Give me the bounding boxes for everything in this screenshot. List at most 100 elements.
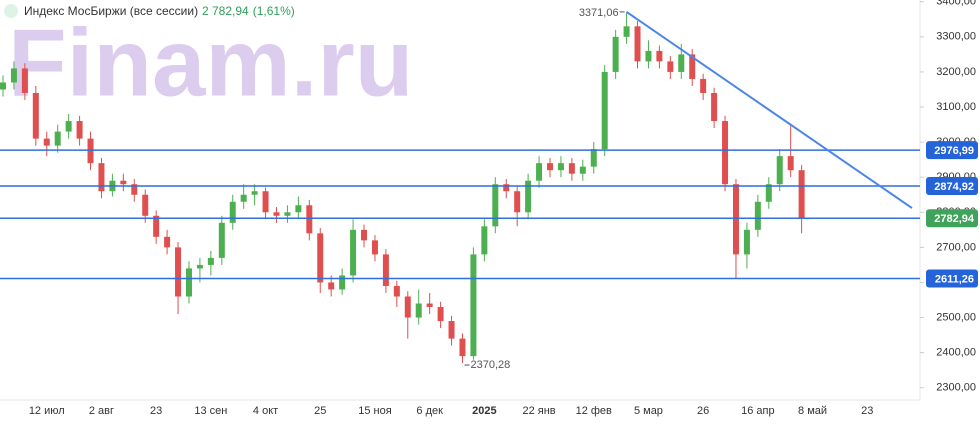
y-tick-label: 3100,00: [936, 101, 976, 113]
candle-body: [776, 156, 783, 185]
candle-body: [10, 68, 17, 83]
x-tick-label: 2 авг: [89, 405, 114, 417]
candle-body: [382, 254, 389, 286]
level-badge: [926, 141, 978, 160]
candle-body: [557, 163, 564, 171]
trend-line: [626, 11, 913, 209]
candle-body: [251, 191, 258, 195]
candle-body: [722, 121, 729, 185]
candle-body: [547, 163, 553, 171]
x-tick-label: 16 апр: [741, 405, 774, 417]
low-annotation: 2370,28: [470, 359, 510, 371]
y-tick-label: 3400,00: [936, 0, 976, 8]
candle-body: [98, 163, 105, 192]
candle-body: [361, 229, 368, 241]
candle-body: [371, 240, 378, 255]
candle-body: [492, 184, 499, 227]
candle-body: [153, 215, 160, 237]
candle-body: [426, 303, 433, 308]
candle-body: [503, 184, 510, 192]
candle-body: [656, 50, 663, 62]
x-tick-label: 23: [861, 405, 873, 417]
x-tick-label: 25: [314, 405, 326, 417]
x-tick-label: 4 окт: [253, 405, 278, 417]
candle-body: [634, 26, 641, 62]
level-label: 2874,92: [934, 181, 974, 193]
high-annotation: 3371,06: [579, 7, 619, 19]
candle-body: [678, 54, 685, 72]
x-tick-label: 26: [697, 405, 709, 417]
candle-body: [689, 54, 696, 79]
level-badge: [926, 209, 978, 228]
y-tick-label: 2500,00: [936, 311, 976, 323]
candle-body: [525, 180, 532, 213]
candle-body: [317, 233, 324, 283]
candle-body: [590, 149, 597, 167]
candle-body: [207, 257, 214, 265]
candle-body: [65, 121, 72, 132]
candle-body: [131, 184, 138, 195]
header-title: Индекс МосБиржи (все сессии): [24, 4, 198, 18]
candle-body: [306, 205, 313, 234]
x-tick-label: 5 мар: [634, 405, 663, 417]
candle-body: [459, 338, 466, 357]
index-icon: [4, 4, 18, 18]
candle-body: [568, 163, 575, 174]
x-tick-label: 12 июл: [29, 405, 65, 417]
candle-body: [645, 50, 652, 62]
level-label: 2611,26: [935, 273, 974, 285]
candle-body: [229, 201, 236, 223]
x-tick-label: 2025: [472, 405, 496, 417]
x-tick-label: 13 сен: [194, 405, 227, 417]
candle-body: [328, 282, 335, 290]
candle-body: [21, 68, 28, 93]
candle-body: [798, 170, 805, 219]
candle-body: [711, 92, 718, 122]
candle-body: [284, 212, 291, 216]
candle-body: [142, 194, 149, 216]
candle-body: [164, 236, 171, 248]
candle-body: [623, 26, 630, 37]
candle-body: [43, 138, 50, 146]
candle-body: [240, 194, 247, 202]
level-label: 2976,99: [934, 145, 974, 157]
candle-body: [765, 184, 772, 202]
candle-body: [54, 131, 61, 146]
y-tick-label: 2300,00: [936, 382, 976, 394]
watermark: Finam.ru: [8, 9, 413, 116]
candle-body: [601, 71, 608, 150]
level-label: 2782,94: [934, 213, 975, 225]
candle-body: [667, 61, 674, 72]
candle-body: [339, 275, 346, 290]
candle-body: [732, 184, 739, 255]
candle-body: [743, 229, 750, 255]
candle-body: [32, 92, 39, 139]
candle-body: [185, 268, 192, 297]
x-tick-label: 8 май: [798, 405, 827, 417]
level-badge: [926, 269, 978, 288]
candle-body: [196, 264, 203, 269]
candle-body: [218, 222, 225, 258]
x-tick-label: 15 ноя: [358, 405, 391, 417]
candle-body: [448, 321, 455, 339]
y-tick-label: 3300,00: [936, 31, 976, 43]
candle-body: [700, 78, 707, 93]
candle-body: [262, 191, 269, 213]
candle-body: [787, 156, 794, 171]
candle-body: [120, 180, 127, 185]
y-tick-label: 2400,00: [936, 347, 976, 359]
header-last: 2 782,94: [202, 4, 249, 18]
candle-body: [350, 229, 357, 276]
candle-body: [295, 205, 302, 213]
level-badge: [926, 176, 978, 195]
y-tick-label: 3200,00: [936, 66, 976, 78]
header-change: (1,61%): [253, 4, 295, 18]
candle-body: [404, 296, 411, 318]
candle-body: [470, 254, 477, 357]
candle-body: [175, 247, 182, 297]
x-tick-label: 22 янв: [522, 405, 555, 417]
y-tick-label: 2700,00: [936, 241, 976, 253]
candle-body: [514, 191, 521, 213]
candle-body: [579, 166, 586, 174]
